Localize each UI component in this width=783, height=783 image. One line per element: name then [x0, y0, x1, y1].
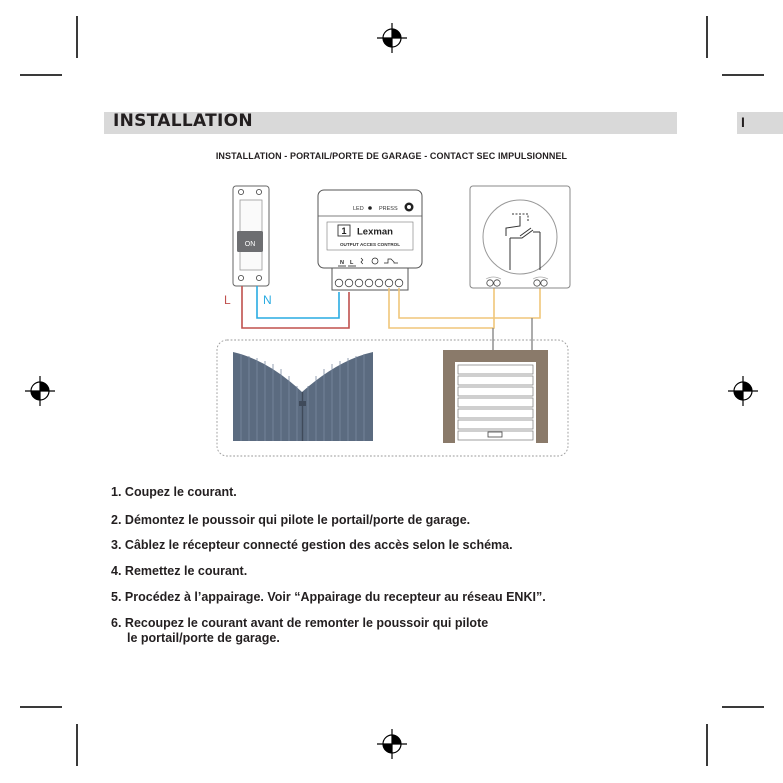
crop-mark — [76, 16, 78, 58]
crop-mark — [20, 706, 62, 708]
receiver-module: LED PRESS 1 Lexman OUTPUT ACCES CONTROL … — [317, 189, 423, 291]
registration-mark-left — [25, 376, 55, 406]
neutral-label: N — [263, 293, 272, 307]
terminal-l-label: L — [350, 260, 354, 266]
swing-gate-illustration — [233, 352, 373, 441]
diagram-subtitle: INSTALLATION - PORTAIL/PORTE DE GARAGE -… — [215, 151, 568, 161]
instruction-steps: 1. Coupez le courant. 2. Démontez le pou… — [111, 485, 711, 646]
brand-logo: Lexman — [357, 227, 393, 238]
step-item: 1. Coupez le courant. — [111, 485, 237, 499]
led-label: LED — [353, 206, 364, 212]
crop-mark — [20, 74, 62, 76]
press-label: PRESS — [379, 206, 398, 212]
step-item: 3. Câblez le récepteur connecté gestion … — [111, 538, 513, 552]
next-page-tab — [737, 112, 783, 134]
model-label: OUTPUT ACCES CONTROL — [340, 242, 400, 247]
next-page-letter: I — [741, 114, 745, 130]
crop-mark — [706, 16, 708, 58]
crop-mark — [76, 724, 78, 766]
circuit-breaker: ON — [232, 185, 270, 287]
neutral-wire — [256, 286, 340, 319]
registration-mark-top — [377, 23, 407, 53]
live-wire — [241, 286, 350, 329]
step-item: 2. Démontez le poussoir qui pilote le po… — [111, 513, 471, 527]
crop-mark — [706, 724, 708, 766]
step-item: 5. Procédez à l’appairage. Voir “Appaira… — [111, 590, 546, 604]
section-header-bar — [104, 112, 677, 134]
crop-mark — [722, 706, 764, 708]
step-item: 6. Recoupez le courant avant de remonter… — [111, 616, 489, 645]
breaker-switch-label: ON — [245, 241, 256, 248]
terminal-n-label: N — [340, 260, 344, 266]
registration-mark-bottom — [377, 729, 407, 759]
step-item: 4. Remettez le courant. — [111, 564, 248, 578]
live-label: L — [224, 293, 231, 307]
garage-door-illustration — [443, 350, 548, 443]
channel-number: 1 — [341, 226, 346, 236]
registration-mark-right — [728, 376, 758, 406]
contact-wire-2 — [398, 288, 541, 319]
crop-mark — [722, 74, 764, 76]
section-title: INSTALLATION — [113, 111, 253, 131]
led-indicator — [368, 206, 372, 210]
push-button-plate — [469, 185, 571, 289]
contact-wire-1 — [388, 288, 495, 329]
motor-enclosure — [216, 339, 569, 457]
